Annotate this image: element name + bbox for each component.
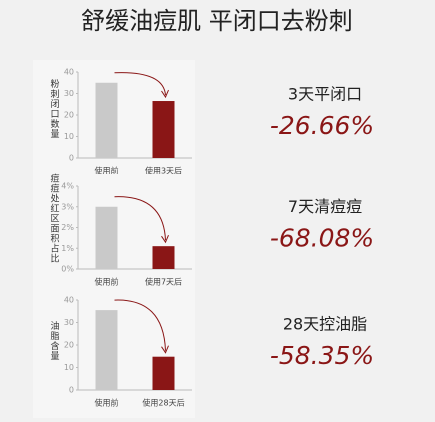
bar bbox=[152, 101, 175, 158]
x-tick-label: 使用7天后 bbox=[145, 277, 182, 287]
y-axis-label: 痘痘处红区面积占比 bbox=[49, 172, 60, 263]
y-tick-label: 0 bbox=[69, 386, 74, 395]
bar bbox=[95, 310, 118, 390]
y-tick-label: 40 bbox=[64, 68, 74, 77]
annotation: 7天清痘痘 bbox=[288, 197, 362, 216]
y-tick-label: 4% bbox=[61, 182, 74, 191]
annotation: 3天平闭口 bbox=[288, 85, 362, 104]
y-tick-label: 20 bbox=[64, 341, 74, 350]
y-tick-label: 1% bbox=[61, 244, 74, 253]
y-tick-label: 0 bbox=[69, 154, 74, 163]
y-tick-label: 40 bbox=[64, 296, 74, 305]
page-title: 舒缓油痘肌 平闭口去粉刺 bbox=[81, 7, 353, 35]
trend-arrow bbox=[114, 299, 166, 351]
trend-arrow bbox=[114, 196, 166, 241]
y-tick-label: 3% bbox=[61, 202, 74, 211]
y-tick-label: 10 bbox=[64, 132, 74, 141]
y-tick-label: 30 bbox=[64, 89, 74, 98]
annotation: 28天控油脂 bbox=[283, 315, 367, 334]
bar bbox=[95, 206, 118, 269]
arrow-head bbox=[161, 345, 169, 354]
y-tick-label: 30 bbox=[64, 318, 74, 327]
trend-arrow bbox=[114, 72, 166, 96]
x-tick-label: 使用前 bbox=[95, 398, 119, 408]
change-value: -58.35% bbox=[270, 341, 374, 370]
x-tick-label: 使用前 bbox=[95, 277, 119, 287]
arrow-head bbox=[161, 89, 169, 99]
y-tick-label: 2% bbox=[61, 223, 74, 232]
y-tick-label: 0% bbox=[61, 265, 74, 274]
x-tick-label: 使用前 bbox=[95, 166, 119, 176]
y-axis-label: 油脂含量 bbox=[49, 320, 60, 361]
x-tick-label: 使用3天后 bbox=[145, 166, 182, 176]
bar bbox=[152, 356, 175, 390]
bar bbox=[152, 246, 175, 269]
y-tick-label: 20 bbox=[64, 111, 74, 120]
x-tick-label: 使用28天后 bbox=[142, 398, 184, 408]
y-tick-label: 10 bbox=[64, 363, 74, 372]
bar bbox=[95, 82, 118, 158]
y-axis-label: 粉刺闭口数量 bbox=[49, 78, 60, 139]
change-value: -68.08% bbox=[270, 224, 374, 253]
change-value: -26.66% bbox=[270, 111, 374, 140]
arrow-head bbox=[161, 234, 169, 244]
